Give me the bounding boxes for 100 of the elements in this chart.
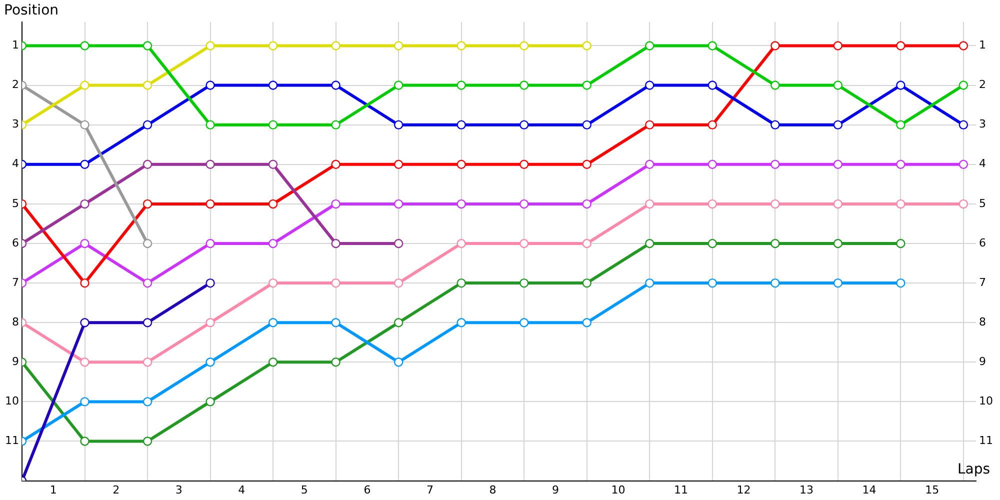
point — [142, 41, 152, 50]
point — [206, 80, 215, 90]
point — [520, 80, 529, 90]
point — [770, 41, 780, 50]
point — [268, 120, 278, 130]
point — [206, 199, 215, 209]
point — [206, 358, 215, 367]
point — [142, 199, 152, 209]
x-tick-label: 5 — [300, 483, 308, 496]
point — [331, 318, 340, 328]
point — [456, 160, 466, 169]
x-tick-label: 10 — [611, 483, 626, 496]
point — [394, 160, 404, 169]
point — [331, 278, 340, 288]
point — [520, 278, 529, 288]
point — [206, 238, 215, 248]
y-tick-label: 4 — [12, 157, 19, 170]
point — [708, 160, 717, 169]
point — [331, 199, 340, 209]
point — [770, 238, 780, 248]
point — [456, 318, 466, 328]
y-tick-label: 11 — [4, 434, 19, 448]
point — [394, 199, 404, 209]
x-tick-label: 13 — [800, 483, 814, 496]
y2-tick-label: 8 — [979, 315, 986, 328]
x-tick-label: 14 — [862, 483, 876, 496]
x-tick-label: 15 — [925, 483, 940, 496]
point — [645, 278, 654, 288]
point — [708, 278, 717, 288]
point — [708, 120, 717, 130]
y2-tick-label: 6 — [979, 236, 986, 250]
point — [896, 199, 906, 209]
y-tick-label: 9 — [12, 355, 19, 368]
x-tick-label: 4 — [238, 483, 246, 496]
point — [142, 238, 152, 248]
point — [142, 358, 152, 367]
point — [268, 80, 278, 90]
point — [708, 41, 717, 50]
point — [833, 238, 843, 248]
y-tick-label: 3 — [12, 118, 19, 131]
point — [206, 41, 215, 50]
y2-tick-label: 2 — [979, 78, 986, 92]
point — [331, 238, 340, 248]
point — [142, 80, 152, 90]
point — [456, 278, 466, 288]
y-tick-label: 7 — [12, 276, 19, 289]
point — [80, 160, 90, 169]
point — [394, 358, 404, 367]
point — [268, 160, 278, 169]
point — [206, 397, 215, 406]
y-axis-title: Position — [4, 2, 59, 19]
point — [896, 41, 906, 50]
point — [833, 199, 843, 209]
point — [645, 41, 654, 50]
x-tick-label: 6 — [364, 483, 371, 496]
point — [582, 278, 592, 288]
point — [268, 358, 278, 367]
point — [268, 278, 278, 288]
point — [206, 318, 215, 328]
y2-tick-label: 9 — [979, 355, 986, 368]
point — [958, 120, 968, 130]
point — [770, 278, 780, 288]
y2-tick-label: 5 — [979, 196, 986, 210]
y2-tick-label: 10 — [979, 394, 994, 408]
point — [833, 160, 843, 169]
point — [582, 199, 592, 209]
point — [142, 160, 152, 169]
x-tick-label: 1 — [50, 483, 57, 496]
point — [770, 160, 780, 169]
point — [833, 80, 843, 90]
point — [394, 80, 404, 90]
point — [456, 120, 466, 130]
point — [394, 238, 404, 248]
point — [958, 160, 968, 169]
point — [896, 160, 906, 169]
point — [206, 120, 215, 130]
point — [206, 278, 215, 288]
point — [520, 41, 529, 50]
point — [80, 318, 90, 328]
y2-tick-label: 11 — [979, 434, 994, 448]
point — [582, 160, 592, 169]
point — [520, 120, 529, 130]
point — [206, 160, 215, 169]
point — [456, 41, 466, 50]
point — [645, 238, 654, 248]
point — [582, 238, 592, 248]
point — [80, 436, 90, 446]
point — [394, 41, 404, 50]
point — [268, 199, 278, 209]
point — [80, 199, 90, 209]
point — [80, 80, 90, 90]
point — [770, 199, 780, 209]
point — [708, 80, 717, 90]
y-tick-label: 8 — [12, 315, 19, 328]
x-tick-label: 7 — [426, 483, 434, 496]
point — [520, 160, 529, 169]
point — [142, 397, 152, 406]
point — [520, 238, 529, 248]
point — [394, 278, 404, 288]
y-tick-label: 2 — [12, 78, 19, 92]
